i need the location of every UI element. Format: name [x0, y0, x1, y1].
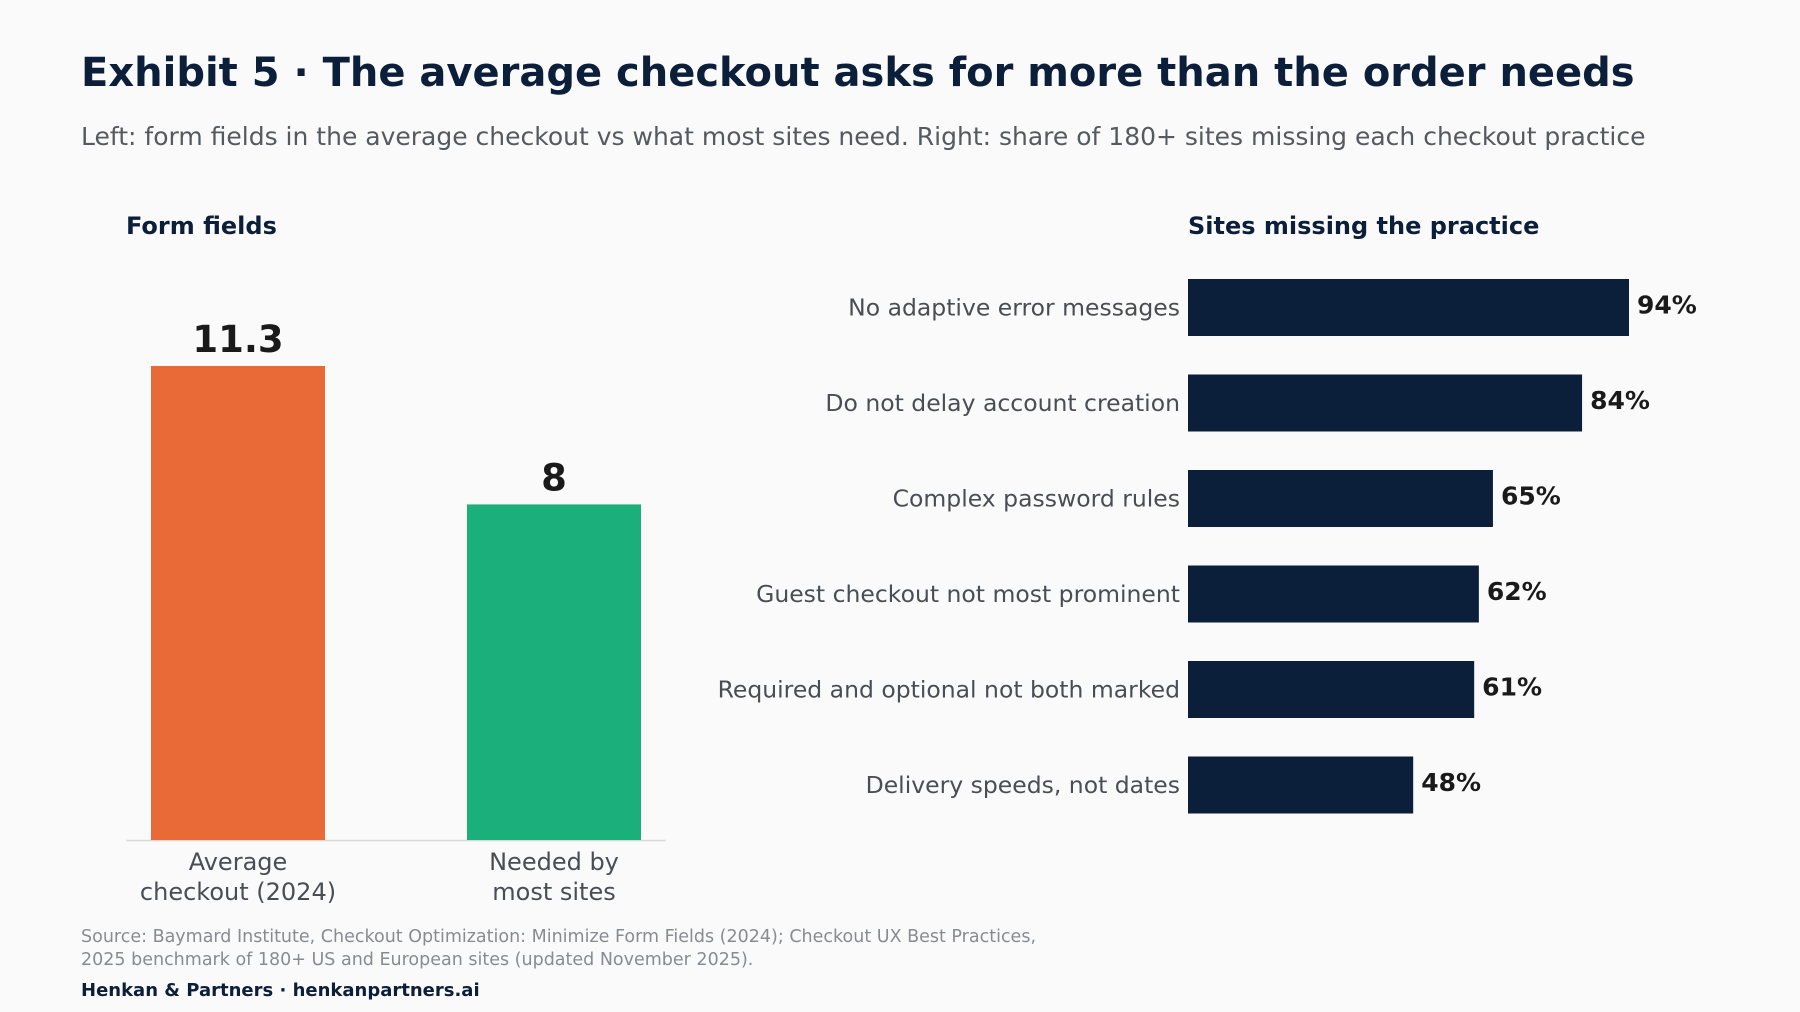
practice-bar-3: [1188, 565, 1479, 623]
chart-subtitle: Left: form fields in the average checkou…: [81, 122, 1646, 151]
source-note: Source: Baymard Institute, Checkout Opti…: [81, 926, 1281, 972]
bar-1: [467, 504, 641, 840]
source-line-2: 2025 benchmark of 180+ US and European s…: [81, 950, 754, 970]
practice-value-label-3: 62%: [1487, 577, 1547, 606]
practice-value-label-4: 61%: [1482, 673, 1542, 702]
practice-label-4: Required and optional not both marked: [718, 676, 1180, 704]
practice-label-3: Guest checkout not most prominent: [756, 580, 1180, 608]
practice-label-2: Complex password rules: [893, 485, 1180, 513]
category-label-1-line-1: most sites: [492, 878, 615, 906]
right-panel-title: Sites missing the practice: [1188, 212, 1540, 240]
practice-bar-4: [1188, 661, 1475, 718]
practice-bar-0: [1188, 279, 1629, 336]
practice-value-label-5: 48%: [1421, 768, 1481, 797]
practice-value-label-0: 94%: [1637, 291, 1697, 320]
bar-0: [151, 366, 325, 840]
category-label-0-line-0: Average: [189, 848, 288, 876]
category-label-0-line-1: checkout (2024): [140, 878, 336, 906]
bar-value-label-1: 8: [541, 456, 567, 499]
practice-bar-2: [1188, 470, 1493, 527]
practice-bar-5: [1188, 756, 1414, 814]
left-panel-title: Form fields: [126, 212, 277, 240]
practice-value-label-1: 84%: [1590, 386, 1650, 415]
practice-label-1: Do not delay account creation: [825, 389, 1180, 417]
practice-label-0: No adaptive error messages: [848, 294, 1180, 322]
practice-bar-1: [1188, 374, 1583, 432]
source-line-1: Source: Baymard Institute, Checkout Opti…: [81, 927, 1037, 947]
practice-value-label-2: 65%: [1501, 482, 1561, 511]
chart-title: Exhibit 5 · The average checkout asks fo…: [81, 50, 1635, 96]
brand-footer: Henkan & Partners · henkanpartners.ai: [81, 980, 480, 1001]
missing-practices-bar-chart: No adaptive error messages 94% Do not dela…: [718, 279, 1697, 814]
practice-label-5: Delivery speeds, not dates: [866, 771, 1180, 799]
bar-value-label-0: 11.3: [192, 318, 283, 361]
category-label-1-line-0: Needed by: [489, 848, 619, 876]
